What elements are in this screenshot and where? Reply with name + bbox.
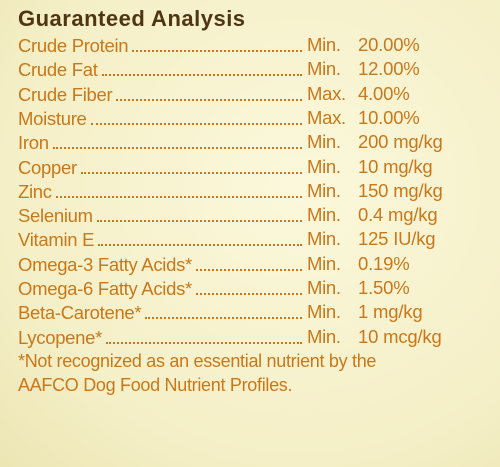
nutrient-lead: Iron (18, 130, 305, 155)
leader-dots (195, 276, 302, 295)
leader-dots (98, 227, 302, 247)
basis: Min. (307, 228, 341, 250)
nutrient-name: Omega-6 Fatty Acids* (18, 278, 192, 299)
nutrient-name: Omega-3 Fatty Acids* (18, 253, 192, 275)
basis: Min. (307, 131, 341, 153)
nutrient-name: Crude Protein (18, 35, 129, 56)
amount: 0.19% (358, 252, 410, 274)
leader-dots (96, 203, 302, 223)
nutrient-name: Copper (18, 156, 77, 178)
nutrient-lead: Crude Fiber (18, 82, 305, 107)
nutrient-name: Lycopene* (18, 326, 103, 348)
basis: Min. (307, 155, 341, 177)
nutrient-row: Zinc Min. 150 mg/kg (18, 179, 488, 203)
nutrient-lead: Omega-6 Fatty Acids* (18, 276, 305, 301)
nutrient-row: Crude Fat Min. 12.00% (18, 57, 488, 81)
nutrient-row: Crude Fiber Max. 4.00% (18, 82, 488, 106)
leader-dots (101, 57, 302, 77)
nutrient-row: Moisture Max. 10.00% (18, 106, 488, 130)
amount: 20.00% (358, 34, 420, 55)
leader-dots (195, 252, 302, 271)
amount: 125 IU/kg (358, 228, 436, 250)
leader-dots (52, 130, 302, 150)
leader-dots (106, 325, 302, 344)
amount: 150 mg/kg (358, 179, 443, 201)
nutrient-lead: Crude Protein (18, 33, 305, 58)
basis: Min. (307, 252, 341, 274)
basis: Min. (307, 34, 341, 55)
nutrient-name: Beta-Carotene* (18, 302, 142, 324)
footnote-line: *Not recognized as an essential nutrient… (18, 350, 377, 371)
amount: 10 mg/kg (358, 155, 433, 177)
leader-dots (80, 155, 302, 174)
basis: Min. (307, 325, 341, 347)
nutrient-name: Crude Fiber (18, 83, 113, 105)
amount: 12.00% (358, 58, 420, 80)
basis: Min. (307, 204, 341, 226)
basis: Max. (307, 106, 346, 128)
nutrient-row: Omega-6 Fatty Acids* Min. 1.50% (18, 276, 488, 300)
footnote-line: AAFCO Dog Food Nutrient Profiles. (18, 374, 293, 395)
title: Guaranteed Analysis (18, 6, 246, 31)
nutrient-row: Omega-3 Fatty Acids* Min. 0.19% (18, 252, 488, 276)
amount: 1.50% (358, 277, 410, 298)
nutrient-name: Crude Fat (18, 59, 98, 81)
nutrient-lead: Omega-3 Fatty Acids* (18, 252, 305, 277)
nutrient-lead: Copper (18, 155, 305, 180)
amount: 10.00% (358, 106, 420, 128)
amount: 200 mg/kg (358, 131, 443, 153)
nutrient-row: Iron Min. 200 mg/kg (18, 130, 488, 154)
amount: 0.4 mg/kg (358, 204, 438, 226)
leader-dots (90, 106, 302, 125)
nutrient-lead: Beta-Carotene* (18, 300, 305, 325)
nutrient-name: Iron (18, 132, 49, 154)
nutrient-lead: Moisture (18, 106, 305, 131)
leader-dots (55, 179, 302, 198)
nutrient-row: Selenium Min. 0.4 mg/kg (18, 203, 488, 227)
nutrient-lead: Crude Fat (18, 57, 305, 82)
nutrient-name: Zinc (18, 180, 52, 202)
amount: 10 mcg/kg (358, 325, 442, 347)
nutrient-name: Moisture (18, 107, 87, 129)
basis: Min. (307, 179, 341, 201)
leader-dots (132, 33, 302, 52)
leader-dots (116, 82, 302, 101)
nutrient-lead: Lycopene* (18, 325, 305, 350)
nutrient-lead: Zinc (18, 179, 305, 204)
leader-dots (145, 300, 302, 320)
basis: Min. (307, 58, 341, 80)
nutrient-name: Selenium (18, 205, 93, 227)
nutrient-row: Vitamin E Min. 125 IU/kg (18, 227, 488, 251)
nutrient-lead: Selenium (18, 203, 305, 228)
basis: Min. (307, 301, 341, 323)
nutrient-row: Beta-Carotene* Min. 1 mg/kg (18, 300, 488, 324)
nutrient-row: Copper Min. 10 mg/kg (18, 155, 488, 179)
amount: 4.00% (358, 82, 410, 104)
nutrient-row: Lycopene* Min. 10 mcg/kg (18, 325, 488, 349)
basis: Max. (307, 82, 346, 104)
basis: Min. (307, 277, 341, 298)
nutrient-lead: Vitamin E (18, 227, 305, 252)
amount: 1 mg/kg (358, 301, 423, 323)
nutrient-name: Vitamin E (18, 229, 95, 251)
nutrient-row: Crude Protein Min. 20.00% (18, 33, 488, 57)
